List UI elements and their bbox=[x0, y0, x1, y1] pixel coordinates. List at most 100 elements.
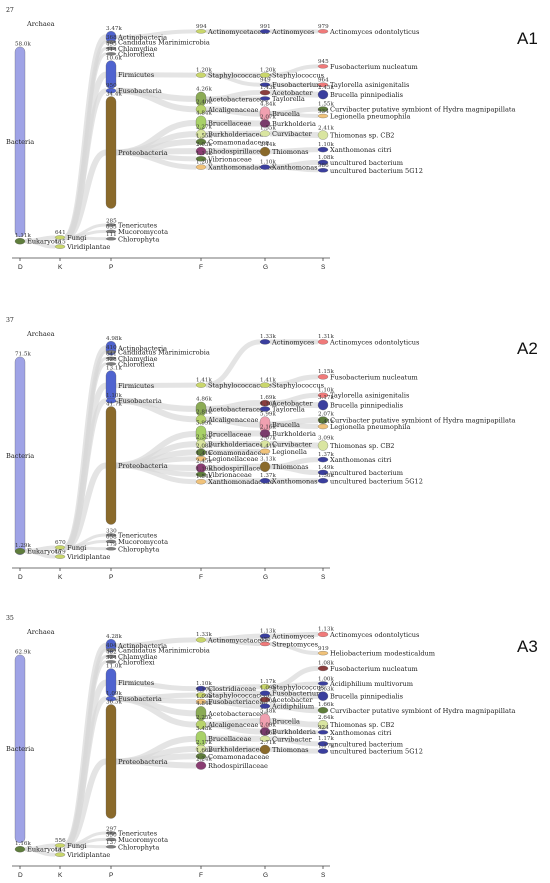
taxon-node: Archaea bbox=[26, 20, 55, 28]
taxon-label: Firmicutes bbox=[118, 382, 155, 390]
taxon-bar bbox=[318, 90, 328, 99]
taxon-count: 314 bbox=[106, 47, 117, 53]
taxon-count: 2.64k bbox=[318, 715, 334, 721]
taxon-label: Viridiplantae bbox=[66, 243, 110, 251]
taxon-count: 1.66k bbox=[196, 748, 212, 754]
rank-label: D bbox=[18, 264, 23, 271]
taxon-label: Brucella bbox=[272, 718, 300, 726]
taxon-count: 1.08k bbox=[318, 661, 334, 667]
taxon-label: Brucella pinnipedialis bbox=[330, 402, 404, 410]
taxon-label: Fusobacterium nucleatum bbox=[330, 63, 418, 71]
rank-label: F bbox=[199, 264, 203, 271]
taxon-label: Curvibacter bbox=[272, 735, 313, 743]
taxon-label: Brucellaceae bbox=[208, 119, 252, 127]
rank-label: K bbox=[58, 264, 63, 271]
taxon-label: Heliobacterium modesticaldum bbox=[330, 650, 436, 658]
taxon-label: Streptomyces bbox=[272, 640, 319, 648]
rank-label: S bbox=[321, 872, 326, 879]
taxon-count: 1.36k bbox=[318, 473, 334, 479]
rank-label: K bbox=[58, 574, 63, 581]
taxon-bar bbox=[260, 131, 270, 137]
taxon-label: Burkholderiaceae bbox=[208, 441, 267, 449]
taxon-count: 3.09k bbox=[318, 435, 334, 441]
taxon-bar bbox=[15, 846, 25, 852]
taxon-count: 4.84k bbox=[196, 111, 212, 117]
taxon-count: 934 bbox=[318, 109, 329, 115]
taxon-count: 144 bbox=[55, 847, 66, 853]
rank-label: G bbox=[263, 574, 268, 581]
taxon-count: 1.10k bbox=[260, 401, 276, 407]
taxon-label: Chloroflexi bbox=[118, 658, 155, 666]
taxon-label: uncultured bacterium 5G12 bbox=[330, 167, 423, 175]
taxon-bar bbox=[260, 462, 270, 472]
taxon-count: 949 bbox=[260, 78, 271, 84]
taxon-count: 2.08k bbox=[196, 444, 212, 450]
rank-label: G bbox=[263, 264, 268, 271]
taxon-count: 635 bbox=[106, 225, 117, 231]
taxon-count: 3.13k bbox=[260, 457, 276, 463]
taxon-label: Actinomyces bbox=[271, 28, 315, 36]
taxon-label: Burkholderia bbox=[272, 120, 316, 128]
taxon-label: Fusobacteria bbox=[118, 87, 162, 95]
taxon-bar bbox=[106, 97, 116, 209]
taxon-count: 950 bbox=[106, 83, 117, 89]
rank-label: K bbox=[58, 872, 63, 879]
taxon-label: uncultured bacterium bbox=[330, 469, 404, 477]
taxon-label: Fungi bbox=[67, 842, 86, 850]
taxon-label: Proteobacteria bbox=[118, 462, 168, 470]
taxon-label: uncultured bacterium 5G12 bbox=[330, 748, 423, 756]
taxon-count: 297 bbox=[106, 826, 117, 832]
taxon-count: 1.17k bbox=[318, 743, 334, 749]
taxon-label: Fusobacteria bbox=[118, 397, 162, 405]
rank-label: P bbox=[109, 264, 113, 271]
taxon-label: Archaea bbox=[26, 20, 55, 28]
taxon-label: Comamonadaceae bbox=[208, 753, 269, 761]
taxon-count: 4.98k bbox=[106, 336, 122, 342]
taxon-label: Proteobacteria bbox=[118, 758, 168, 766]
taxon-label: Fusobacterium nucleatum bbox=[330, 373, 418, 381]
taxon-count: 368 bbox=[106, 35, 117, 41]
taxon-bar bbox=[318, 131, 328, 140]
taxon-node: Archaea bbox=[26, 330, 55, 338]
taxon-count: 994 bbox=[196, 24, 207, 30]
taxon-count: 111 bbox=[106, 232, 117, 238]
taxon-count: 670 bbox=[55, 540, 66, 546]
taxon-count: 1.00k bbox=[318, 676, 334, 682]
taxon-count: 2.45k bbox=[196, 458, 212, 464]
taxon-count: 1.54k bbox=[196, 474, 212, 480]
taxon-label: Vibrionaceae bbox=[207, 155, 252, 163]
taxon-count: 179 bbox=[55, 549, 66, 555]
taxon-count: 1.11k bbox=[15, 233, 31, 239]
taxon-label: Fusobacterium nucleatum bbox=[330, 665, 418, 673]
taxon-count: 1.13k bbox=[260, 628, 276, 634]
rank-label: S bbox=[321, 574, 326, 581]
taxon-label: Actinomyces odontolyticus bbox=[329, 338, 420, 346]
taxon-count: 964 bbox=[318, 78, 329, 84]
taxon-node: Archaea bbox=[26, 628, 55, 636]
taxon-count: 1.17k bbox=[260, 679, 276, 685]
taxon-label: Bacteria bbox=[6, 138, 34, 146]
taxon-count: 4.84k bbox=[260, 101, 276, 107]
taxon-count: 1.41k bbox=[260, 444, 276, 450]
taxon-label: Fungi bbox=[67, 544, 86, 552]
taxon-count: 1.55k bbox=[260, 125, 276, 131]
taxon-count: 3.47k bbox=[106, 26, 122, 32]
taxon-label: Acidiphilium bbox=[271, 703, 315, 711]
taxon-label: Legionella pneumophila bbox=[330, 113, 410, 121]
taxon-label: Xanthomonas bbox=[272, 164, 318, 172]
taxon-count: 34.4k bbox=[106, 91, 122, 97]
taxon-count: 5.48k bbox=[260, 709, 276, 715]
root-count: 35 bbox=[6, 615, 14, 622]
taxon-count: 13.1k bbox=[106, 365, 122, 371]
